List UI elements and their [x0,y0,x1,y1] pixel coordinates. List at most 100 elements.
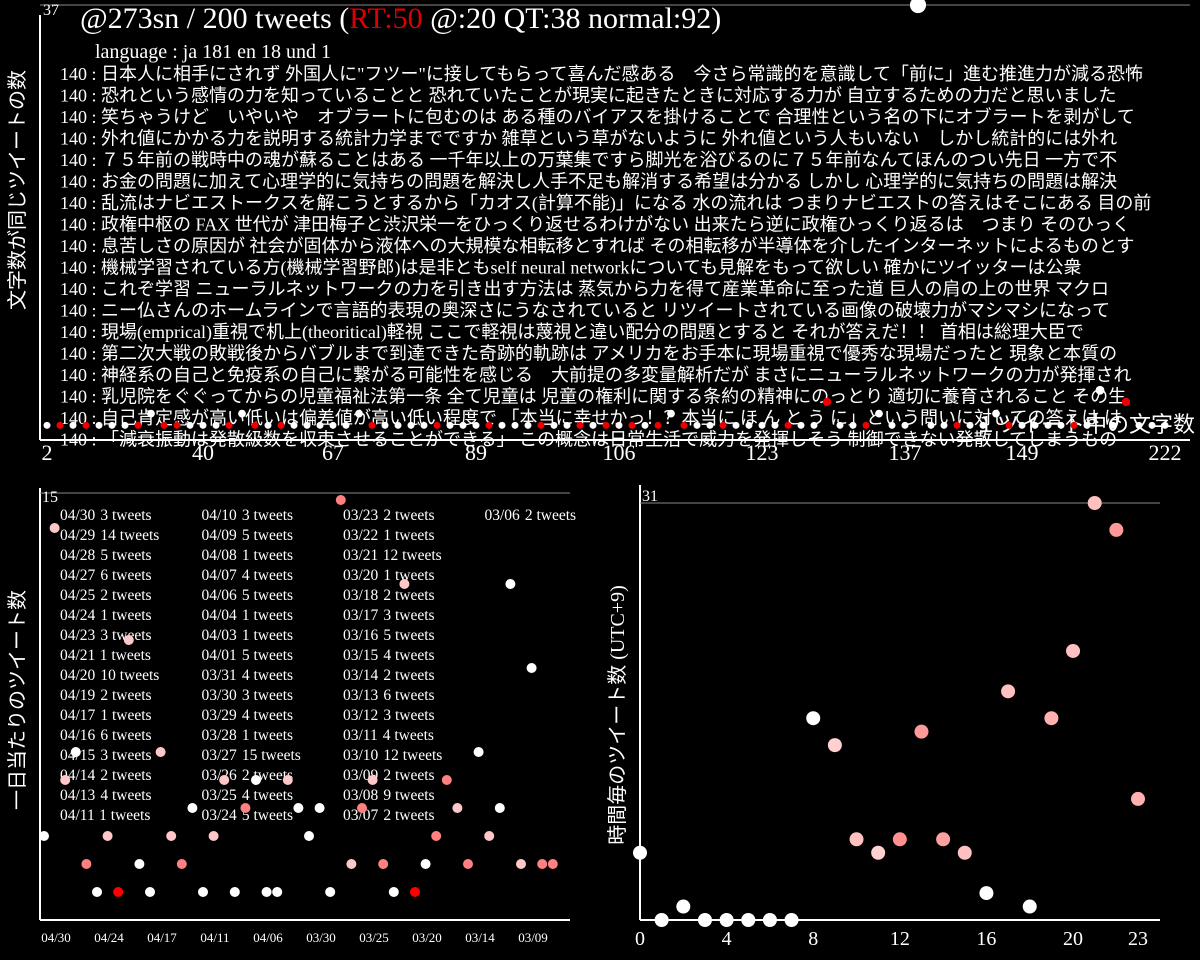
x-tick-label: 0 [635,928,645,950]
point [293,803,304,813]
tweet-line: 140 : これぞ学習 ニューラルネットワークの力を引き出す方法は 蒸気から力を… [60,279,1109,299]
point [261,887,272,897]
daily-entry: 03/29 4 tweets [202,707,294,724]
point [357,803,367,813]
tweet-line: 140 : 「減衰振動は発散級数を収束させることができる」 この概念は日常生活で… [60,429,1117,450]
point [314,803,325,813]
tweet-line: 140 : 日本人に相手にされず 外国人に"フツー"に接してもらって喜んだ感ある… [60,64,1143,84]
point [1095,385,1105,395]
daily-entry: 04/28 5 tweets [60,547,152,564]
daily-date: 04/23 [60,627,96,644]
daily-count: 1 tweets [242,727,293,744]
x-tick-label: 23 [1128,928,1148,950]
daily-count: 6 tweets [383,687,434,704]
point [176,859,187,869]
point [108,421,116,429]
point [219,775,230,785]
point [388,887,399,897]
point [81,859,92,869]
point [342,421,350,429]
daily-count: 1 tweets [242,547,293,564]
point [155,747,166,757]
point [290,421,298,429]
point [459,421,467,429]
tweet-line: 140 : 乳児院をぐぐってからの児童福祉法第一条 全て児童は 児童の権利に関す… [60,387,1126,407]
daily-entry: 03/20 1 tweets [343,567,435,584]
daily-count: 5 tweets [383,627,434,644]
point [936,832,951,847]
daily-date: 03/20 [343,567,379,584]
point [667,409,675,418]
daily-entry: 03/09 2 tweets [343,767,435,784]
daily-count: 5 tweets [242,807,293,824]
daily-date: 03/26 [202,767,238,784]
point [277,421,285,429]
daily-count: 1 tweets [383,527,434,544]
daily-date: 04/19 [60,687,96,704]
y-tick-label: 31 [642,488,658,505]
point [732,421,740,429]
x-tick-label: 106 [603,440,636,465]
point [368,421,376,429]
daily-count: 3 tweets [100,627,151,644]
daily-entry: 03/13 6 tweets [343,687,435,704]
language: language : ja 181 en 18 und 1 [95,41,331,63]
daily-date: 04/29 [60,527,96,544]
daily-count: 3 tweets [383,707,434,724]
header-rt: RT:50 [349,2,422,35]
daily-count: 1 tweets [383,567,434,584]
daily-count: 4 tweets [242,567,293,584]
daily-date: 04/25 [60,587,96,604]
point [888,421,896,429]
point [862,421,870,429]
point [654,421,662,429]
daily-count: 1 tweets [100,647,151,664]
x-tick-label: 12 [890,928,910,950]
daily-entry: 04/20 10 tweets [60,667,159,684]
point [251,421,259,429]
daily-count: 2 tweets [100,767,151,784]
daily-count: 2 tweets [383,507,434,524]
point [1109,522,1124,537]
daily-count: 2 tweets [383,767,434,784]
daily-entry: 03/22 1 tweets [343,527,435,544]
daily-entry: 03/16 5 tweets [343,627,435,644]
y-tick-label: 37 [43,2,59,19]
daily-count: 3 tweets [383,607,434,624]
tweet-line: 140 : 現場(emprical)重視で机上(theoritical)軽視 こ… [60,322,1084,343]
daily-date: 04/21 [60,647,95,664]
point [60,775,71,785]
point [251,775,261,785]
point [264,421,272,429]
point [69,421,77,429]
point [208,831,219,841]
point [511,421,519,429]
x-tick-label: 03/25 [359,930,389,945]
daily-date: 04/09 [202,527,238,544]
daily-entry: 04/08 1 tweets [202,547,294,564]
point [378,859,389,869]
header-main: @273sn / 200 tweets ( [80,2,349,35]
point [303,421,311,429]
point [225,421,233,429]
daily-entry: 03/07 2 tweets [343,807,435,824]
point [1131,791,1145,806]
point [304,831,314,841]
tweet-line: 140 : 外れ値にかかる力を説明する統計力学までですか 雑草という草がないよう… [60,129,1117,149]
daily-count: 12 tweets [383,747,442,764]
point [1135,421,1143,429]
point [238,409,246,418]
point [992,409,1000,418]
daily-entry: 03/31 4 tweets [202,667,294,684]
daily-count: 3 tweets [242,507,293,524]
point [39,831,49,841]
header-rest: @:20 QT:38 normal:92) [423,2,722,35]
point [762,913,777,927]
daily-count: 5 tweets [100,547,151,564]
tweet-line: 140 : 第二次大戦の敗戦後からバブルまで到達できた奇跡的軌跡は アメリカをお… [60,343,1117,364]
point [957,845,972,860]
daily-date: 04/07 [202,567,238,584]
daily-count: 14 tweets [100,527,159,544]
tweet-line: 140 : 息苦しさの原因が 社会が固体から液体への大規模な相転移とすれば その… [60,236,1134,256]
point [836,421,844,429]
